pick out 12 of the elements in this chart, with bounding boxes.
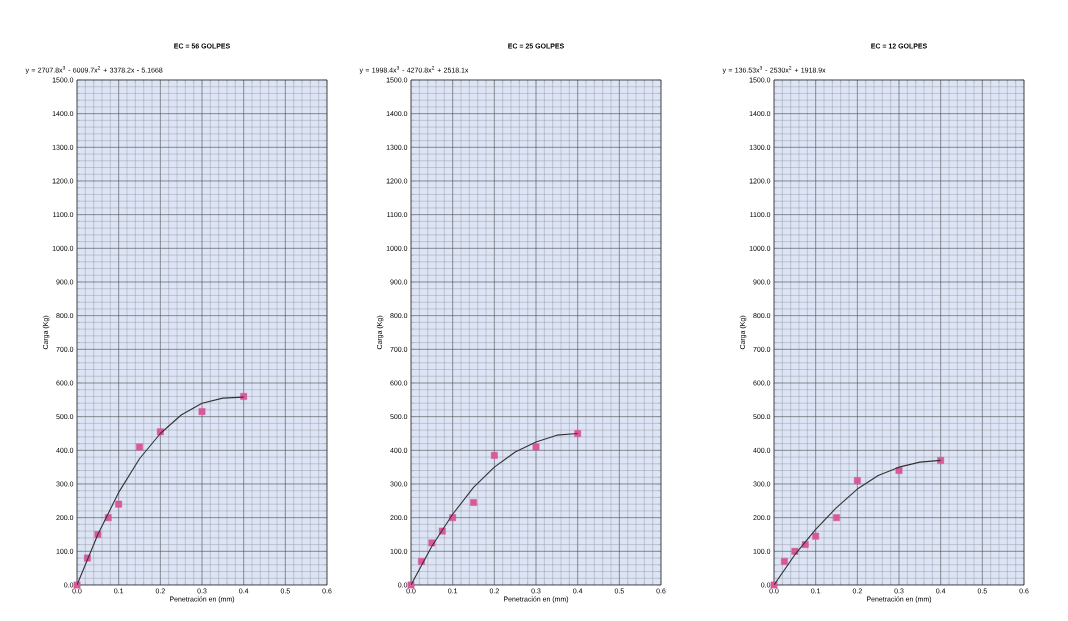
point [115,500,123,508]
point [853,477,861,484]
point [470,499,477,506]
point [574,430,582,437]
point [937,457,945,464]
point [136,443,143,451]
point [198,408,206,415]
point [490,451,498,459]
point [532,443,540,451]
point [781,558,788,565]
point [833,514,840,522]
point [812,532,820,540]
